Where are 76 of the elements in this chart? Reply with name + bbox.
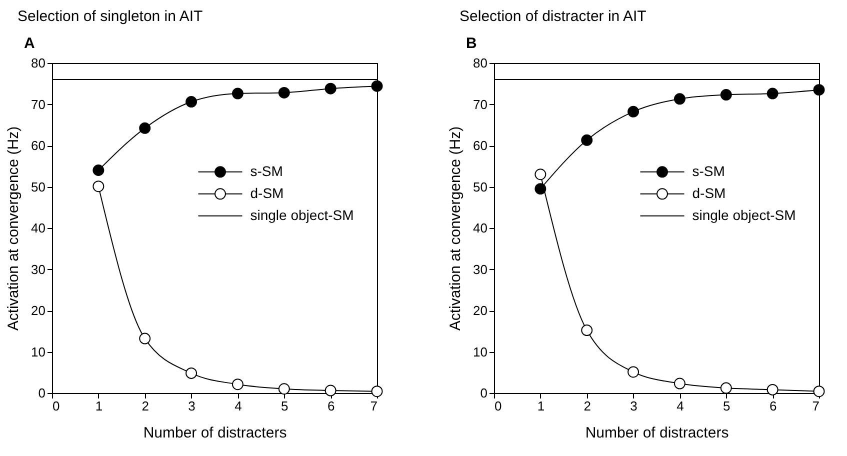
- y-tick-label: 40: [31, 220, 46, 236]
- x-tick-label: 0: [52, 398, 60, 414]
- point: [139, 332, 151, 344]
- y-tick-label: 50: [31, 179, 46, 194]
- legend-label: d-SM: [692, 184, 726, 201]
- y-tick-label: 80: [473, 56, 488, 70]
- point: [628, 366, 640, 378]
- y-tick-label: 20: [31, 303, 46, 318]
- y-tick-label: 40: [473, 220, 488, 236]
- x-tick-label: 2: [142, 398, 149, 414]
- x-tick-label: 3: [630, 398, 638, 414]
- point: [581, 324, 593, 336]
- text: A: [24, 35, 35, 52]
- y-axis-title: Activation at convergence (Hz): [5, 126, 22, 331]
- y-tick-label: 70: [31, 96, 46, 112]
- x-tick-label: 7: [370, 398, 378, 414]
- y-tick-label: 0: [480, 386, 488, 400]
- point: [534, 183, 546, 195]
- point: [324, 82, 336, 94]
- point: [278, 383, 290, 395]
- y-tick-label: 30: [31, 262, 46, 277]
- point: [232, 378, 244, 390]
- y-tick-label: 50: [473, 179, 488, 194]
- y-tick-label: 10: [473, 344, 488, 360]
- point: [186, 367, 198, 379]
- point: [720, 89, 732, 100]
- x-tick-label: 7: [812, 398, 820, 414]
- point: [186, 96, 198, 108]
- chart-title: Selection of singleton in AIT: [18, 8, 203, 25]
- y-tick-label: 80: [31, 56, 46, 70]
- x-axis-title: Number of distracters: [585, 424, 729, 442]
- point: [371, 80, 383, 92]
- x-tick-label: 6: [769, 398, 777, 414]
- y-tick-label: 0: [38, 386, 46, 400]
- legend-label: s-SM: [250, 162, 283, 179]
- legend-label: d-SM: [250, 184, 284, 201]
- point: [813, 84, 825, 96]
- x-tick-label: 5: [723, 398, 730, 414]
- legend-label: single object-SM: [250, 206, 354, 223]
- point: [720, 382, 732, 394]
- point: [92, 164, 104, 176]
- point: [766, 88, 778, 100]
- x-tick-label: 0: [494, 398, 502, 414]
- point: [628, 106, 640, 118]
- y-tick-label: 60: [31, 138, 46, 153]
- y-tick-label: 60: [473, 138, 488, 153]
- x-tick-label: 5: [281, 398, 288, 414]
- x-tick-label: 3: [188, 398, 196, 414]
- point: [766, 384, 778, 396]
- x-axis-title: Number of distracters: [143, 424, 287, 442]
- point: [232, 88, 244, 100]
- x-tick-label: 6: [327, 398, 335, 414]
- y-axis-title: Activation at convergence (Hz): [447, 126, 464, 331]
- x-tick-label: 4: [234, 398, 242, 414]
- legend-label: s-SM: [692, 162, 725, 179]
- x-tick-label: 1: [537, 398, 545, 414]
- point: [371, 386, 383, 398]
- y-tick-label: 10: [31, 344, 46, 360]
- x-tick-label: 1: [95, 398, 103, 414]
- y-tick-label: 20: [473, 303, 488, 318]
- chart-title: Selection of distracter in AIT: [460, 8, 646, 25]
- point: [674, 378, 686, 390]
- point: [324, 384, 336, 396]
- text: B: [466, 35, 477, 52]
- point: [674, 93, 686, 105]
- legend-label: single object-SM: [692, 206, 796, 223]
- y-tick-label: 30: [473, 262, 488, 277]
- y-tick-label: 70: [473, 96, 488, 112]
- point: [581, 134, 593, 146]
- point: [92, 180, 104, 192]
- point: [534, 168, 546, 180]
- point: [278, 86, 290, 98]
- x-tick-label: 2: [584, 398, 591, 414]
- point: [813, 386, 825, 398]
- x-tick-label: 4: [676, 398, 684, 414]
- point: [139, 122, 151, 134]
